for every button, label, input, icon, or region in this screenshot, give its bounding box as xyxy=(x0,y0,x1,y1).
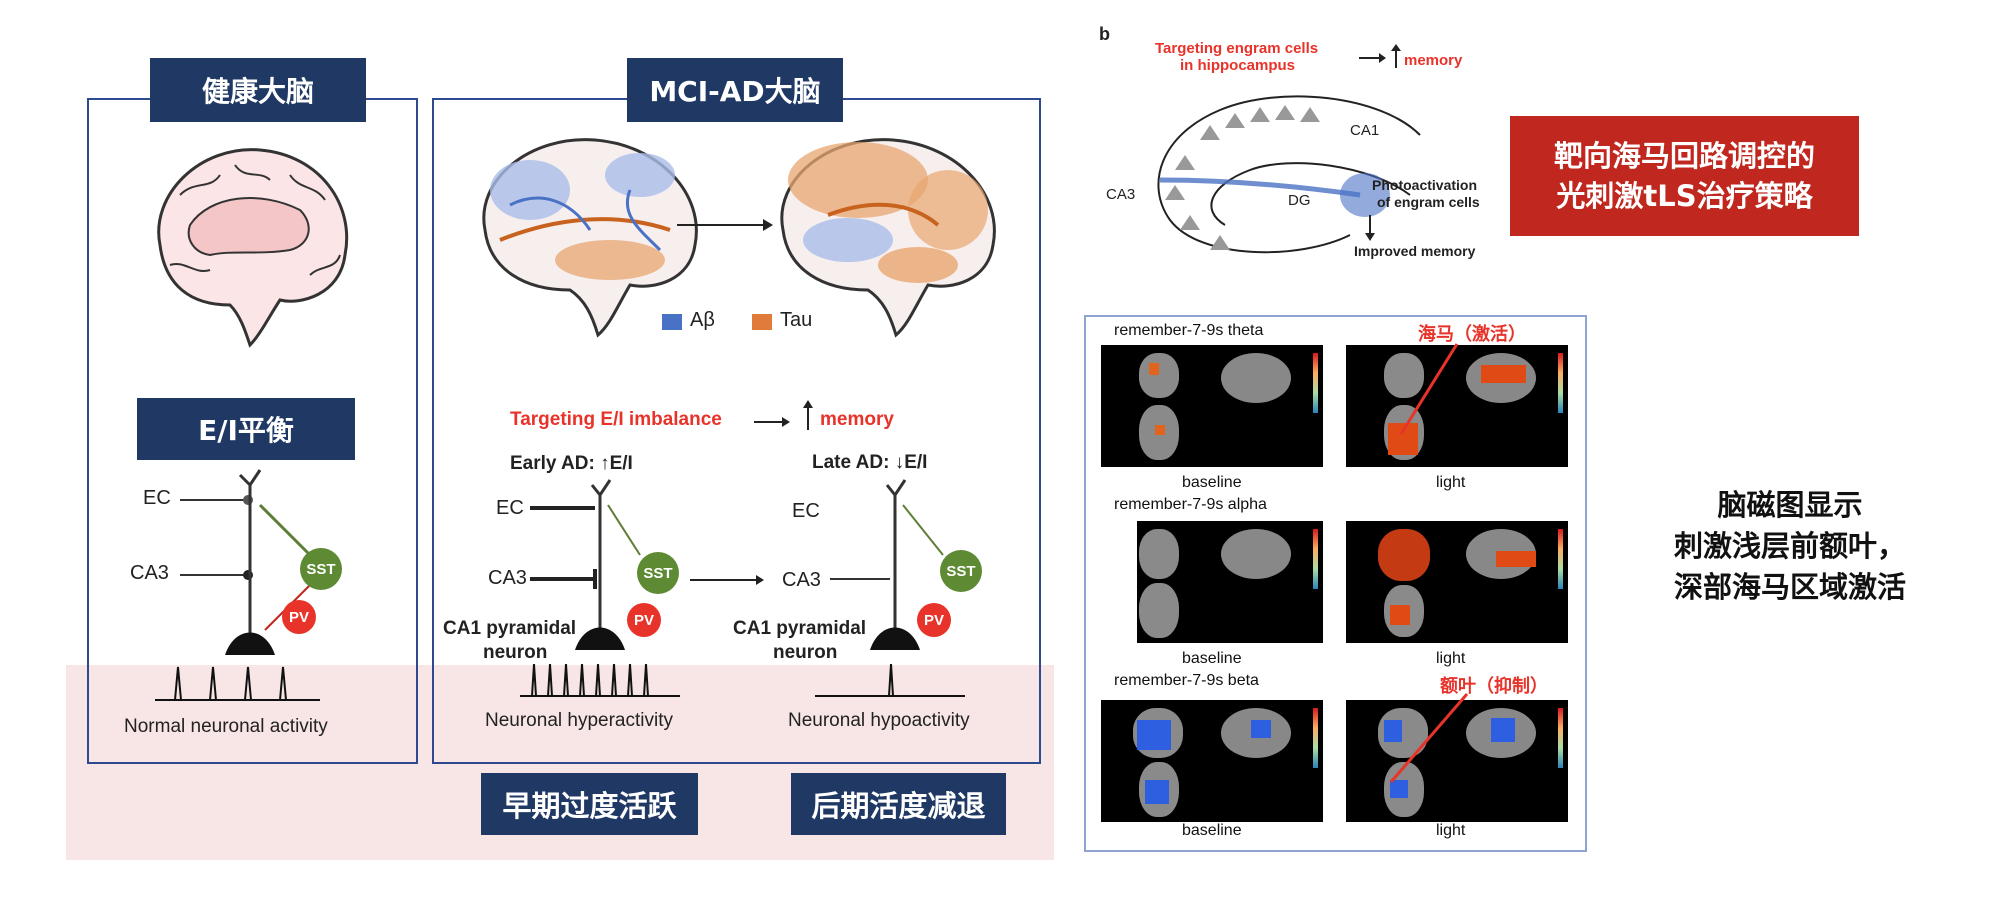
tls-strategy-box: 靶向海马回路调控的 光刺激tLS治疗策略 xyxy=(1510,116,1859,236)
late-sst-circle: SST xyxy=(940,550,982,592)
memory-text: memory xyxy=(820,409,894,430)
hippocampus-schematic xyxy=(1157,95,1421,254)
healthy-pv-circle: PV xyxy=(282,600,316,634)
hippo-arrow-right-icon xyxy=(1359,53,1386,63)
meg-row1-light-caption: light xyxy=(1436,474,1466,491)
mci-ad-title: MCI-AD大脑 xyxy=(627,58,843,122)
hippo-improved-label: Improved memory xyxy=(1354,243,1476,259)
hippo-dg-label: DG xyxy=(1288,192,1311,209)
hippo-targeting-line1: Targeting engram cells xyxy=(1155,40,1319,57)
meg-row2-title: remember-7-9s alpha xyxy=(1114,496,1267,513)
progression-arrow-icon xyxy=(677,219,773,231)
early-ca3-label: CA3 xyxy=(488,567,527,589)
meg-row2-light-scan xyxy=(1346,521,1568,643)
early-ca1-label-line1: CA1 pyramidal xyxy=(443,618,577,639)
hippo-ca1-label: CA1 xyxy=(1350,122,1380,139)
late-ad-circuit-diagram xyxy=(830,479,944,650)
meg-summary-text: 脑磁图显示 刺激浅层前额叶， 深部海马区域激活 xyxy=(1610,485,1970,608)
late-hypoactivity-label: 后期活度减退 xyxy=(791,773,1006,835)
meg-row1-light-scan xyxy=(1346,345,1568,467)
healthy-brain-image xyxy=(157,148,349,348)
meg-summary-line3: 深部海马区域激活 xyxy=(1673,570,1906,604)
early-ec-label: EC xyxy=(496,497,524,519)
hippo-memory-text: memory xyxy=(1404,52,1463,69)
healthy-brain-title: 健康大脑 xyxy=(150,58,366,122)
early-pv-circle: PV xyxy=(627,603,661,637)
mci-ad-brain-early-image xyxy=(482,138,698,338)
ei-balance-title: E/I平衡 xyxy=(137,398,355,460)
late-ad-text: Late AD: ↓E/I xyxy=(812,452,928,473)
late-ca3-label: CA3 xyxy=(782,569,821,591)
normal-activity-label: Normal neuronal activity xyxy=(124,716,328,737)
early-hyperactivity-label: 早期过度活跃 xyxy=(481,773,698,835)
hippo-panel-letter: b xyxy=(1099,24,1110,44)
hypoactivity-label: Neuronal hypoactivity xyxy=(788,710,970,731)
arrow-right-icon xyxy=(754,417,790,427)
targeting-ei-text: Targeting E/I imbalance xyxy=(510,409,722,430)
meg-summary-line2: 刺激浅层前额叶， xyxy=(1673,529,1906,563)
meg-row2-baseline-scan xyxy=(1137,521,1323,643)
hippocampus-pointer-line xyxy=(1399,343,1459,435)
legend-abeta-swatch xyxy=(662,314,682,330)
hypo-spike-train xyxy=(815,663,965,697)
legend-tau-label: Tau xyxy=(780,309,813,331)
meg-row1-baseline-scan xyxy=(1101,345,1323,467)
late-ec-label: EC xyxy=(792,500,820,522)
hippo-photo-line1: Photoactivation xyxy=(1372,177,1478,193)
hippo-ca3-label: CA3 xyxy=(1106,186,1136,203)
meg-summary-line1: 脑磁图显示 xyxy=(1717,488,1863,522)
late-ca1-label-line2: neuron xyxy=(773,642,838,663)
hippo-targeting-line2: in hippocampus xyxy=(1180,57,1296,74)
healthy-ca3-label: CA3 xyxy=(130,562,169,584)
early-ad-circuit-diagram xyxy=(530,479,641,650)
hippocampus-activation-annotation: 海马（激活） xyxy=(1418,324,1526,345)
healthy-circuit-diagram xyxy=(180,469,322,655)
frontal-pointer-line xyxy=(1389,693,1469,783)
meg-row3-baseline-caption: baseline xyxy=(1182,822,1242,839)
early-ca1-label-line2: neuron xyxy=(483,642,548,663)
healthy-ec-label: EC xyxy=(143,487,171,509)
hippo-arrow-up-icon xyxy=(1391,44,1401,68)
legend-tau-swatch xyxy=(752,314,772,330)
early-to-late-arrow-icon xyxy=(690,575,764,585)
early-ad-text: Early AD: ↑E/I xyxy=(510,453,633,474)
frontal-inhibition-annotation: 额叶（抑制） xyxy=(1440,676,1548,697)
late-ca1-label-line1: CA1 pyramidal xyxy=(733,618,867,639)
hippo-photo-line2: of engram cells xyxy=(1377,194,1480,210)
meg-row2-light-caption: light xyxy=(1436,650,1466,667)
meg-row3-light-caption: light xyxy=(1436,822,1466,839)
healthy-sst-circle: SST xyxy=(300,548,342,590)
meg-row3-baseline-scan xyxy=(1101,700,1323,822)
legend-abeta-label: Aβ xyxy=(690,309,715,331)
hyperactivity-label: Neuronal hyperactivity xyxy=(485,710,673,731)
tls-strategy-line1: 靶向海马回路调控的 xyxy=(1553,139,1815,173)
meg-row3-light-scan xyxy=(1346,700,1568,822)
mci-ad-brain-late-image xyxy=(780,138,996,338)
meg-row2-baseline-caption: baseline xyxy=(1182,650,1242,667)
meg-row1-baseline-caption: baseline xyxy=(1182,474,1242,491)
tls-strategy-line2: 光刺激tLS治疗策略 xyxy=(1556,179,1813,213)
healthy-spike-train xyxy=(155,666,320,701)
meg-row1-title: remember-7-9s theta xyxy=(1114,322,1264,339)
hyper-spike-train xyxy=(520,663,680,697)
late-pv-circle: PV xyxy=(917,603,951,637)
early-sst-circle: SST xyxy=(637,552,679,594)
meg-row3-title: remember-7-9s beta xyxy=(1114,672,1259,689)
arrow-up-icon xyxy=(803,400,813,430)
